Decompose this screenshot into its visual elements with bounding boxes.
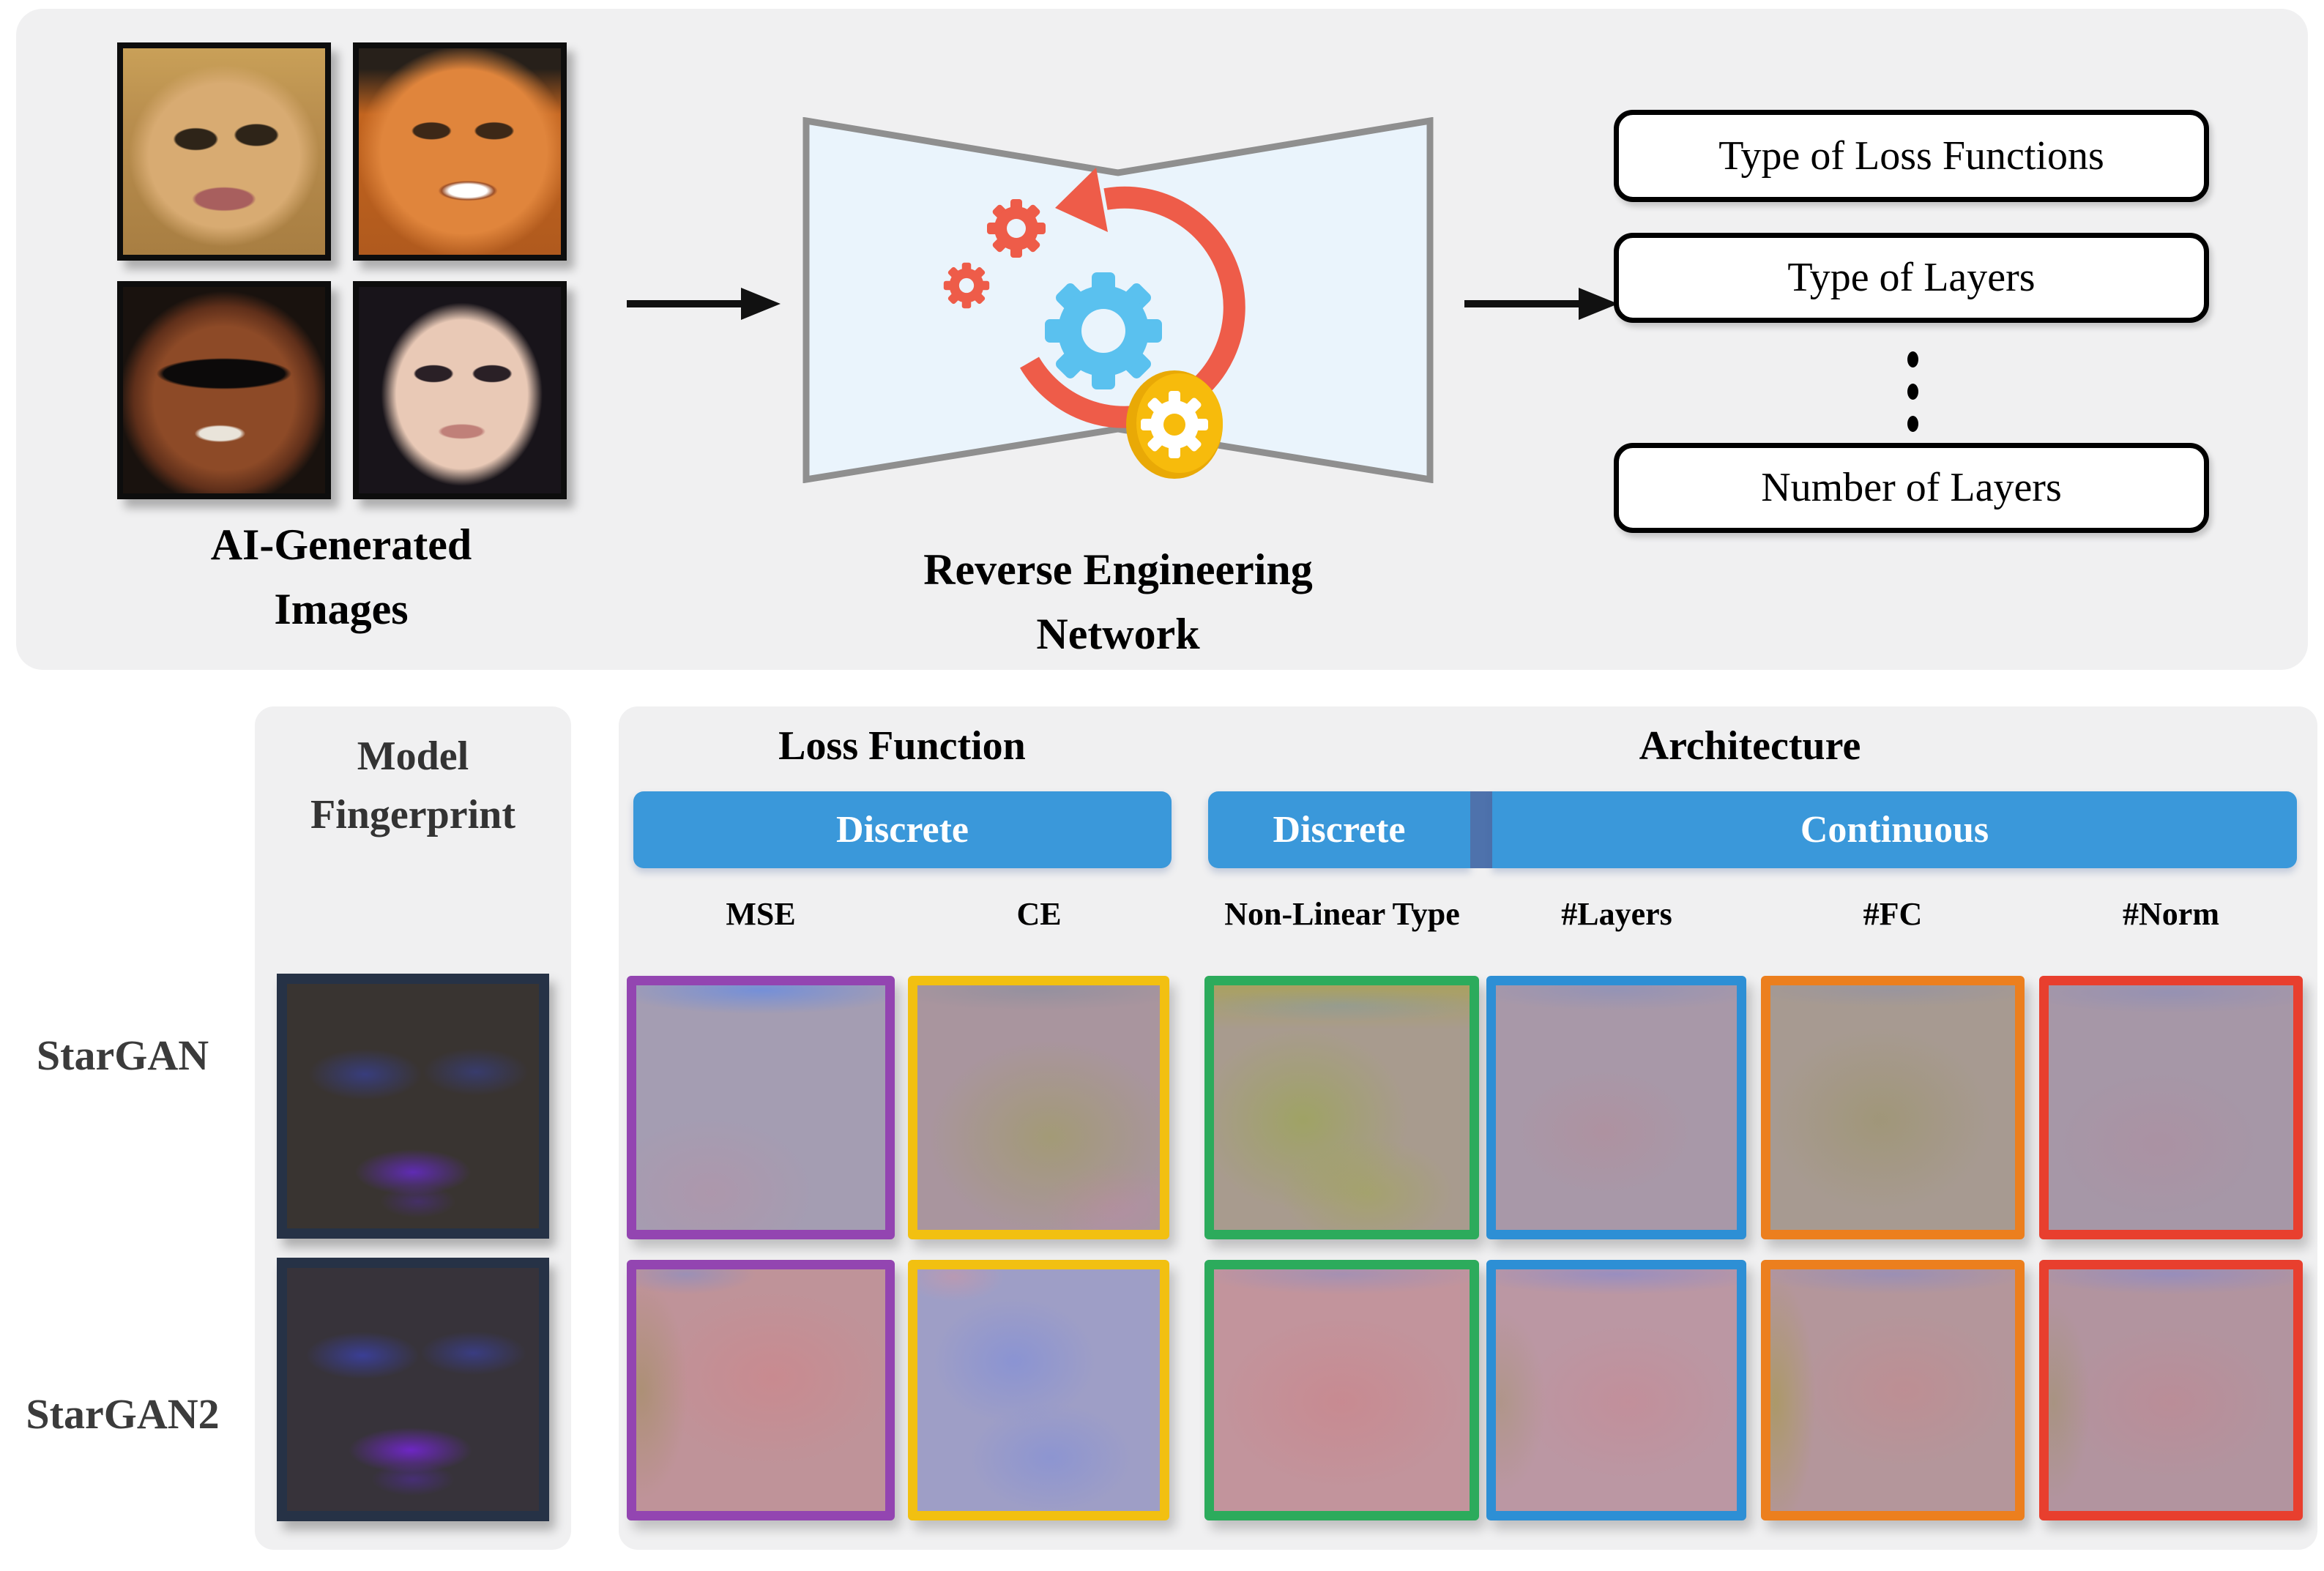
fingerprint-cell-stargan2-ce: [908, 1260, 1169, 1520]
bar-divider: [1470, 791, 1492, 868]
fingerprint-image-stargan2: [277, 1258, 549, 1521]
fingerprint-cell-stargan2-fc: [1761, 1260, 2025, 1520]
column-label-norm: #Norm: [2123, 896, 2219, 932]
fingerprint-cell-stargan2-layers: [1486, 1260, 1746, 1520]
model-fingerprint-panel: Model Fingerprint: [255, 706, 571, 1550]
pipeline-panel: AI-Generated Images: [16, 9, 2308, 670]
section-title-architecture: Architecture: [1639, 723, 1861, 769]
fingerprint-cell-stargan2-mse: [627, 1260, 895, 1520]
ellipsis-icon: [1902, 351, 1923, 432]
output-box-number-of-layers: Number of Layers: [1614, 443, 2209, 533]
column-label-non-linear-type: Non-Linear Type: [1224, 896, 1460, 932]
fingerprint-cell-stargan2-norm: [2039, 1260, 2303, 1520]
column-label-mse: MSE: [726, 896, 796, 932]
generated-face-image-3: [117, 281, 331, 499]
output-box-type-of-layers: Type of Layers: [1614, 233, 2209, 323]
arrow-right-icon: [627, 288, 781, 320]
generated-face-image-1: [117, 42, 331, 261]
row-label-stargan2: StarGAN2: [26, 1390, 220, 1438]
network-caption: Reverse Engineering Network: [923, 545, 1313, 658]
generated-face-image-2: [353, 42, 567, 261]
fingerprint-cell-stargan-layers: [1486, 976, 1746, 1239]
column-label-layers: #Layers: [1561, 896, 1672, 932]
input-caption: AI-Generated Images: [210, 520, 472, 633]
hyperparameter-table-panel: Loss Function Architecture Discrete Disc…: [619, 706, 2317, 1550]
fingerprint-cell-stargan-ce: [908, 976, 1169, 1239]
fingerprint-image-stargan: [277, 974, 549, 1239]
arrow-right-icon: [1464, 288, 1618, 320]
fingerprint-column-header: Model Fingerprint: [310, 734, 515, 837]
gears-icon: [943, 168, 1245, 479]
row-label-stargan: StarGAN: [36, 1031, 209, 1079]
fingerprint-cell-stargan-mse: [627, 976, 895, 1239]
reverse-engineering-network-shape: [802, 117, 1434, 483]
column-label-fc: #FC: [1863, 896, 1923, 932]
bar-loss-discrete: Discrete: [633, 791, 1172, 868]
section-title-loss-function: Loss Function: [778, 723, 1026, 769]
fingerprint-cell-stargan-fc: [1761, 976, 2025, 1239]
bar-architecture-continuous: Continuous: [1492, 791, 2297, 868]
generated-face-image-4: [353, 281, 567, 499]
column-label-ce: CE: [1016, 896, 1062, 932]
fingerprint-cell-stargan-non-linear: [1204, 976, 1479, 1239]
fingerprint-cell-stargan-norm: [2039, 976, 2303, 1239]
bar-architecture-discrete: Discrete: [1208, 791, 1470, 868]
output-box-loss-functions: Type of Loss Functions: [1614, 110, 2209, 202]
fingerprint-cell-stargan2-non-linear: [1204, 1260, 1479, 1520]
